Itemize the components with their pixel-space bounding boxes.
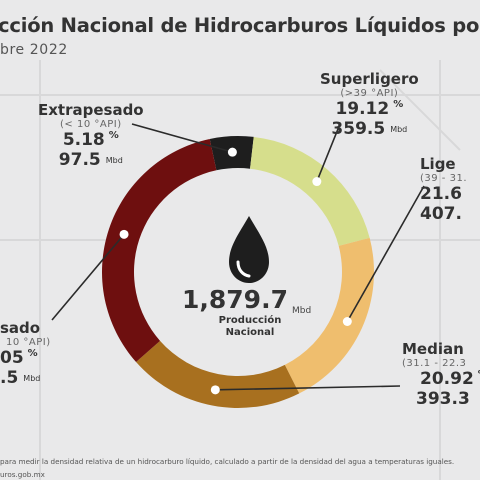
page-title: cción Nacional de Hidrocarburos Líquidos… (0, 14, 480, 37)
label-percent: 19.12% (335, 99, 404, 119)
footnote: para medir la densidad relativa de un hi… (0, 457, 455, 466)
leader-line-ligero (346, 185, 425, 322)
label-extrapesado: Extrapesado (< 10 °API) 5.18% 97.5 Mbd (38, 101, 144, 170)
leader-line-extrapesado (131, 123, 233, 153)
oil-drop-icon (229, 216, 269, 283)
label-percent: 21.6 (420, 184, 462, 204)
label-mediano: Median (31.1 - 22.3 20.92% 393.3 (402, 340, 480, 409)
label-name: Lige (420, 155, 456, 173)
leader-line-mediano (215, 385, 401, 391)
slice-marker-superligero (312, 177, 322, 187)
label-superligero: Superligero (>39 °API) 19.12% 359.5 Mbd (320, 70, 419, 139)
page-subtitle: bre 2022 (0, 42, 68, 58)
slice-ligero (284, 237, 374, 394)
label-api: (>39 °API) (340, 88, 399, 99)
label-volume: 393.3 (416, 389, 470, 409)
label-api: (< 10 °API) (60, 119, 122, 130)
label-api: 10 °API) (6, 337, 51, 348)
leader-line-superligero (316, 123, 341, 182)
label-api: (39 - 31. (420, 173, 467, 184)
label-volume: 359.5 Mbd (331, 119, 408, 139)
slice-marker-ligero (342, 316, 352, 326)
slice-mediano (136, 340, 300, 408)
label-volume: .5 Mbd (0, 368, 41, 388)
label-name: sado (0, 319, 41, 337)
label-volume: 97.5 Mbd (58, 150, 123, 170)
label-name: Median (402, 340, 464, 358)
label-name: Extrapesado (38, 101, 144, 119)
total-production-unit: Mbd (292, 306, 312, 316)
total-production-value: 1,879.7 (182, 285, 288, 314)
slice-superligero (250, 136, 370, 246)
label-volume: 407. (420, 204, 462, 224)
label-pesado: sado 10 °API) 05% .5 Mbd (0, 319, 51, 388)
slice-pesado (101, 138, 217, 363)
leader-line-pesado (51, 233, 125, 321)
label-name: Superligero (320, 70, 419, 88)
slice-marker-extrapesado (227, 147, 237, 157)
source-url: uros.gob.mx (0, 470, 45, 479)
label-percent: 05% (0, 348, 38, 368)
label-percent: 5.18% (62, 130, 119, 150)
slice-marker-mediano (210, 385, 220, 395)
label-api: (31.1 - 22.3 (402, 358, 467, 369)
label-percent: 20.92% (420, 369, 480, 389)
total-production-label: Producción Nacional (218, 315, 282, 338)
label-ligero: Lige (39 - 31. 21.6 407. (420, 155, 467, 224)
slice-marker-pesado (119, 229, 129, 239)
